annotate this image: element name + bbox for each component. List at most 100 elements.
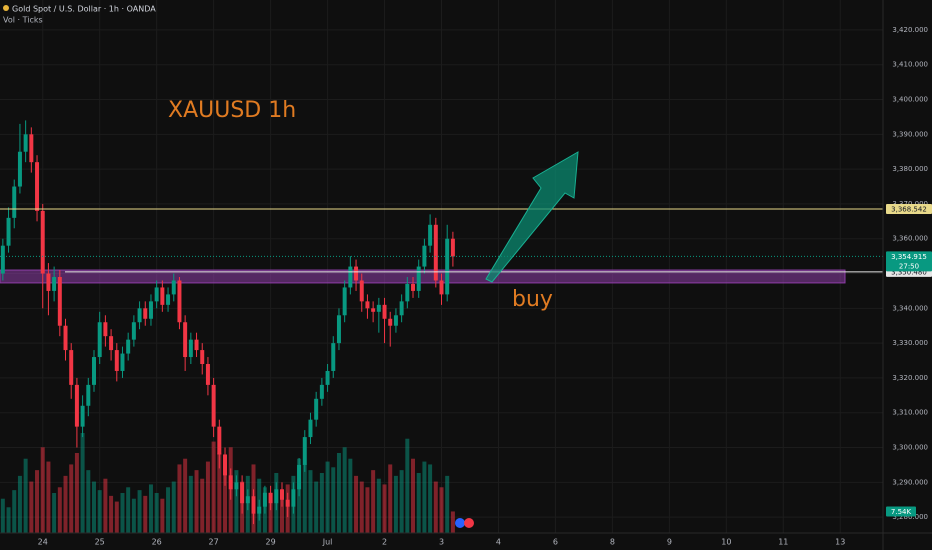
volume-bar [331, 467, 336, 533]
volume-bar [188, 475, 193, 533]
candle-body [445, 238, 450, 295]
volume-bar [194, 470, 199, 533]
candle-body [422, 245, 427, 267]
volume-bar [223, 455, 228, 533]
candle-body [103, 322, 108, 337]
volume-bar [399, 470, 404, 533]
annotation: buy [512, 287, 553, 312]
candle-body [416, 266, 421, 291]
zone [0, 269, 846, 284]
y-tick-label: 3,290.000 [892, 478, 928, 486]
candle-body [285, 499, 290, 507]
volume-bar [342, 447, 347, 533]
candle-body [359, 280, 364, 302]
volume-bar [439, 487, 444, 533]
volume-bar [166, 487, 171, 533]
chart-title: Gold Spot / U.S. Dollar · 1h · OANDA [12, 5, 156, 14]
volume-bar [114, 501, 119, 533]
candle-body [371, 308, 376, 312]
x-tick-label: 9 [667, 538, 672, 547]
volume-bar [393, 475, 398, 533]
candle-body [12, 186, 17, 218]
volume-bar [319, 473, 324, 533]
volume-bar [120, 493, 125, 533]
candle-body [274, 489, 279, 504]
y-tick-label: 3,340.000 [892, 304, 928, 312]
candle-body [279, 489, 284, 500]
candle-body [6, 217, 11, 246]
x-tick-label: 25 [95, 538, 105, 547]
volume-bar [200, 478, 205, 533]
candle-body [188, 339, 193, 358]
arrow [485, 151, 579, 283]
candle-body [228, 475, 233, 490]
candle-body [302, 437, 307, 465]
volume-bar [314, 481, 319, 533]
candle-body [109, 336, 114, 351]
x-tick-label: 13 [835, 538, 845, 547]
volume-bar [416, 473, 421, 533]
volume-tag-label: 7.54K [891, 508, 912, 516]
y-tick-label: 3,300.000 [892, 444, 928, 452]
volume-bar [23, 458, 28, 533]
volume-bar [126, 487, 131, 533]
x-tick-label: 11 [778, 538, 788, 547]
volume-bar [52, 493, 57, 533]
volume-bar [17, 475, 22, 533]
y-tick-label: 3,410.000 [892, 61, 928, 69]
candle-body [35, 162, 40, 211]
candle-body [74, 384, 79, 427]
volume-bar [46, 461, 51, 533]
candle-body [240, 482, 245, 504]
volume-bar [0, 498, 5, 533]
candle-body [200, 350, 205, 365]
candle-body [297, 464, 302, 490]
volume-bar [302, 464, 307, 533]
volume-bar [183, 458, 188, 533]
volume-bar [97, 490, 102, 533]
volume-tag [886, 506, 916, 517]
candle-body [29, 134, 34, 163]
candle-body [126, 339, 131, 354]
volume-bar [234, 470, 239, 533]
volume-bar [35, 470, 40, 533]
volume-bar [445, 475, 450, 533]
volume-bar [388, 464, 393, 533]
y-tick-label: 3,360.000 [892, 235, 928, 243]
volume-bar [365, 487, 370, 533]
x-tick-label: 2 [382, 538, 387, 547]
volume-bar [86, 470, 91, 533]
volume-bar [325, 461, 330, 533]
candle-body [137, 308, 142, 323]
candle-body [166, 294, 171, 305]
volume-bar [6, 507, 11, 533]
candle-body [428, 224, 433, 246]
volume-bar [371, 470, 376, 533]
candle-body [154, 287, 159, 302]
candle-body [433, 224, 438, 281]
volume-bar [69, 464, 74, 533]
volume-bar [143, 495, 148, 533]
volume-bar [354, 475, 359, 533]
candle-body [399, 301, 404, 316]
candle-body [245, 496, 250, 504]
x-tick-label: 6 [553, 538, 558, 547]
volume-bar [80, 433, 85, 533]
candle-body [17, 151, 22, 187]
candle-body [148, 301, 153, 319]
volume-bar [450, 511, 455, 533]
volume-bar [405, 438, 410, 533]
volume-bar [268, 493, 273, 533]
last-price-tag [886, 251, 932, 272]
candle-body [69, 350, 74, 385]
candle-body [314, 398, 319, 420]
candle-body [120, 353, 125, 371]
volume-bar [103, 478, 108, 533]
volume-bar [336, 453, 341, 533]
price-tag-label: 3,350.480 [891, 268, 927, 276]
volume-bar [29, 481, 34, 533]
candle-body [97, 322, 102, 358]
volume-bar [348, 458, 353, 533]
volume-bar [12, 490, 17, 533]
last-price-label: 3,354.915 [891, 253, 927, 261]
